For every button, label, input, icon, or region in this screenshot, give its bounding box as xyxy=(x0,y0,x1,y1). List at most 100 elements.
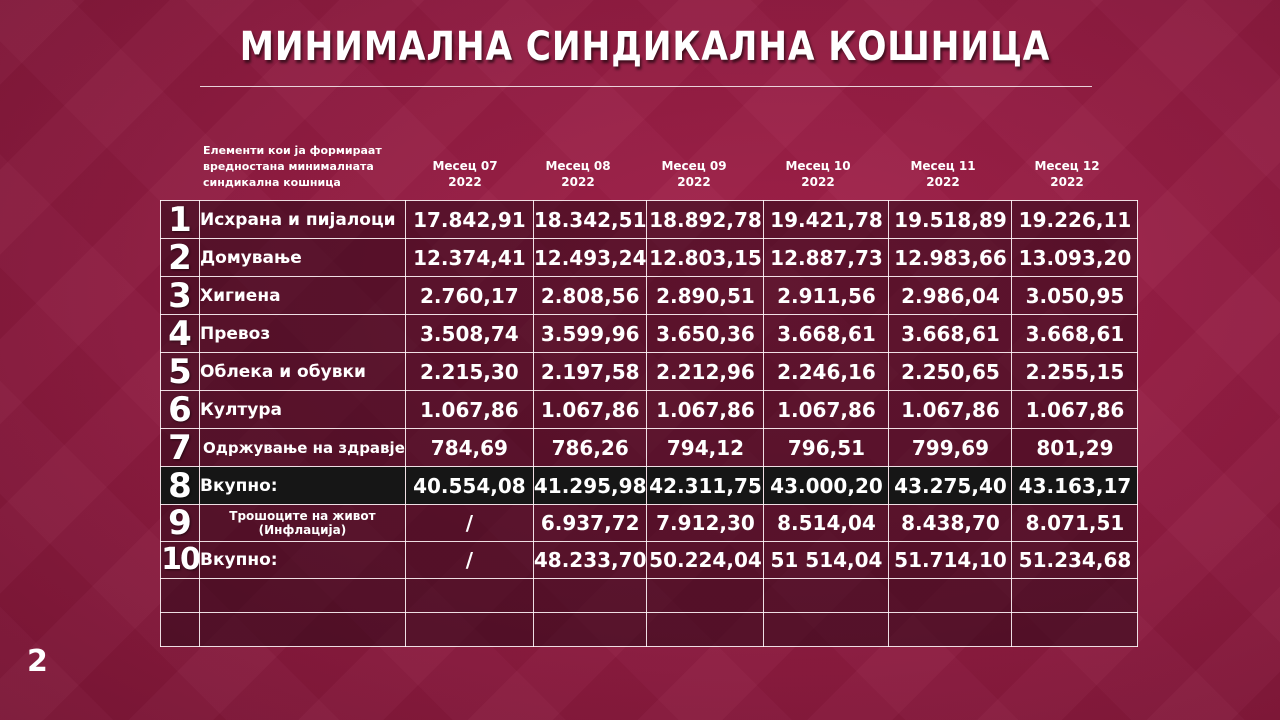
empty-cell xyxy=(1011,578,1139,613)
table-row-2: 2 Домување 12.374,41 12.493,24 12.803,15… xyxy=(160,238,1139,277)
value-cell: 12.887,73 xyxy=(763,238,890,277)
value-cell: 2.808,56 xyxy=(532,276,648,315)
value-cell: 3.668,61 xyxy=(763,314,890,353)
value-cell: 12.803,15 xyxy=(646,238,765,277)
empty-cell xyxy=(532,612,648,647)
table-row-3: 3 Хигиена 2.760,17 2.808,56 2.890,51 2.9… xyxy=(160,276,1139,315)
value-cell: 6.937,72 xyxy=(532,504,648,542)
month-label: Месец 08 xyxy=(545,159,611,173)
value-cell: 1.067,86 xyxy=(646,390,765,429)
elements-column-header: Елементи кои ја формираат вредностана ми… xyxy=(203,144,382,189)
month-header-09: Месец 09 2022 xyxy=(630,158,758,190)
value-cell: 43.000,20 xyxy=(763,466,890,505)
page-number: 2 xyxy=(27,644,48,679)
value-cell: 3.668,61 xyxy=(888,314,1013,353)
empty-cell xyxy=(763,578,890,613)
empty-cell xyxy=(1011,612,1139,647)
value-cell: 19.518,89 xyxy=(888,200,1013,239)
value-cell: 8.514,04 xyxy=(763,504,890,542)
value-cell: 17.842,91 xyxy=(404,200,534,239)
table-row-9: 9 Трошоците на живот (Инфлација) / 6.937… xyxy=(160,504,1139,542)
empty-cell xyxy=(532,578,648,613)
month-label: Месец 10 xyxy=(785,159,851,173)
year-label: 2022 xyxy=(801,175,835,190)
value-cell: 2.911,56 xyxy=(763,276,890,315)
empty-cell xyxy=(199,612,406,647)
value-cell: 19.226,11 xyxy=(1011,200,1139,239)
month-header-07: Месец 07 2022 xyxy=(401,158,529,190)
value-cell: 794,12 xyxy=(646,428,765,467)
empty-cell xyxy=(888,612,1013,647)
value-cell: 2.212,96 xyxy=(646,352,765,391)
value-cell: 801,29 xyxy=(1011,428,1139,467)
row-number: 7 xyxy=(160,428,200,467)
year-label: 2022 xyxy=(561,175,595,190)
value-cell: 50.224,04 xyxy=(646,541,765,579)
table-row-5: 5 Облека и обувки 2.215,30 2.197,58 2.21… xyxy=(160,352,1139,391)
value-cell: 2.760,17 xyxy=(404,276,534,315)
value-cell: 3.599,96 xyxy=(532,314,648,353)
value-cell: 8.071,51 xyxy=(1011,504,1139,542)
value-cell: 51 514,04 xyxy=(763,541,890,579)
row-label: Трошоците на живот (Инфлација) xyxy=(199,504,406,542)
value-cell: 13.093,20 xyxy=(1011,238,1139,277)
value-cell: 51.234,68 xyxy=(1011,541,1139,579)
table-row-6: 6 Култура 1.067,86 1.067,86 1.067,86 1.0… xyxy=(160,390,1139,429)
year-label: 2022 xyxy=(926,175,960,190)
value-cell: 1.067,86 xyxy=(1011,390,1139,429)
month-header-08: Месец 08 2022 xyxy=(514,158,642,190)
year-label: 2022 xyxy=(1050,175,1084,190)
value-cell: 8.438,70 xyxy=(888,504,1013,542)
row-label: Домување xyxy=(199,238,406,277)
empty-cell xyxy=(199,578,406,613)
empty-cell xyxy=(160,578,200,613)
table-row-total: 8 Вкупно: 40.554,08 41.295,98 42.311,75 … xyxy=(160,466,1139,505)
empty-cell xyxy=(763,612,890,647)
value-cell: 2.890,51 xyxy=(646,276,765,315)
empty-cell xyxy=(646,578,765,613)
value-cell: 12.493,24 xyxy=(532,238,648,277)
year-label: 2022 xyxy=(677,175,711,190)
value-cell: 40.554,08 xyxy=(404,466,534,505)
month-label: Месец 09 xyxy=(661,159,727,173)
row-label: Вкупно: xyxy=(199,466,406,505)
value-cell: 2.986,04 xyxy=(888,276,1013,315)
row-number: 9 xyxy=(160,504,200,542)
value-cell: 19.421,78 xyxy=(763,200,890,239)
row-number: 2 xyxy=(160,238,200,277)
empty-cell xyxy=(404,612,534,647)
row-number: 1 xyxy=(160,200,200,239)
value-cell: 796,51 xyxy=(763,428,890,467)
value-cell: 1.067,86 xyxy=(532,390,648,429)
month-header-11: Месец 11 2022 xyxy=(879,158,1007,190)
table-row-10: 10 Вкупно: / 48.233,70 50.224,04 51 514,… xyxy=(160,541,1139,579)
value-cell: 18.892,78 xyxy=(646,200,765,239)
row-label: Облека и обувки xyxy=(199,352,406,391)
table-row-7: 7 Одржување на здравје 784,69 786,26 794… xyxy=(160,428,1139,467)
value-cell: 3.050,95 xyxy=(1011,276,1139,315)
row-number: 10 xyxy=(160,541,200,579)
empty-cell xyxy=(404,578,534,613)
empty-cell xyxy=(888,578,1013,613)
row-number: 5 xyxy=(160,352,200,391)
row-label: Превоз xyxy=(199,314,406,353)
table-row-4: 4 Превоз 3.508,74 3.599,96 3.650,36 3.66… xyxy=(160,314,1139,353)
table-row-1: 1 Исхрана и пијалоци 17.842,91 18.342,51… xyxy=(160,200,1139,239)
row-label: Одржување на здравје xyxy=(199,428,406,467)
value-cell: 1.067,86 xyxy=(888,390,1013,429)
table-row-empty xyxy=(160,578,1139,613)
empty-cell xyxy=(160,612,200,647)
value-cell: 12.983,66 xyxy=(888,238,1013,277)
row-number: 3 xyxy=(160,276,200,315)
value-cell: 2.197,58 xyxy=(532,352,648,391)
value-cell: 42.311,75 xyxy=(646,466,765,505)
row-number: 8 xyxy=(160,466,200,505)
value-cell: 3.668,61 xyxy=(1011,314,1139,353)
value-cell: 1.067,86 xyxy=(404,390,534,429)
value-cell: 48.233,70 xyxy=(532,541,648,579)
value-cell: / xyxy=(404,504,534,542)
table-row-empty xyxy=(160,612,1139,647)
value-cell: 12.374,41 xyxy=(404,238,534,277)
value-cell: 3.508,74 xyxy=(404,314,534,353)
page-title: МИНИМАЛНА СИНДИКАЛНА КОШНИЦА xyxy=(239,24,1051,70)
